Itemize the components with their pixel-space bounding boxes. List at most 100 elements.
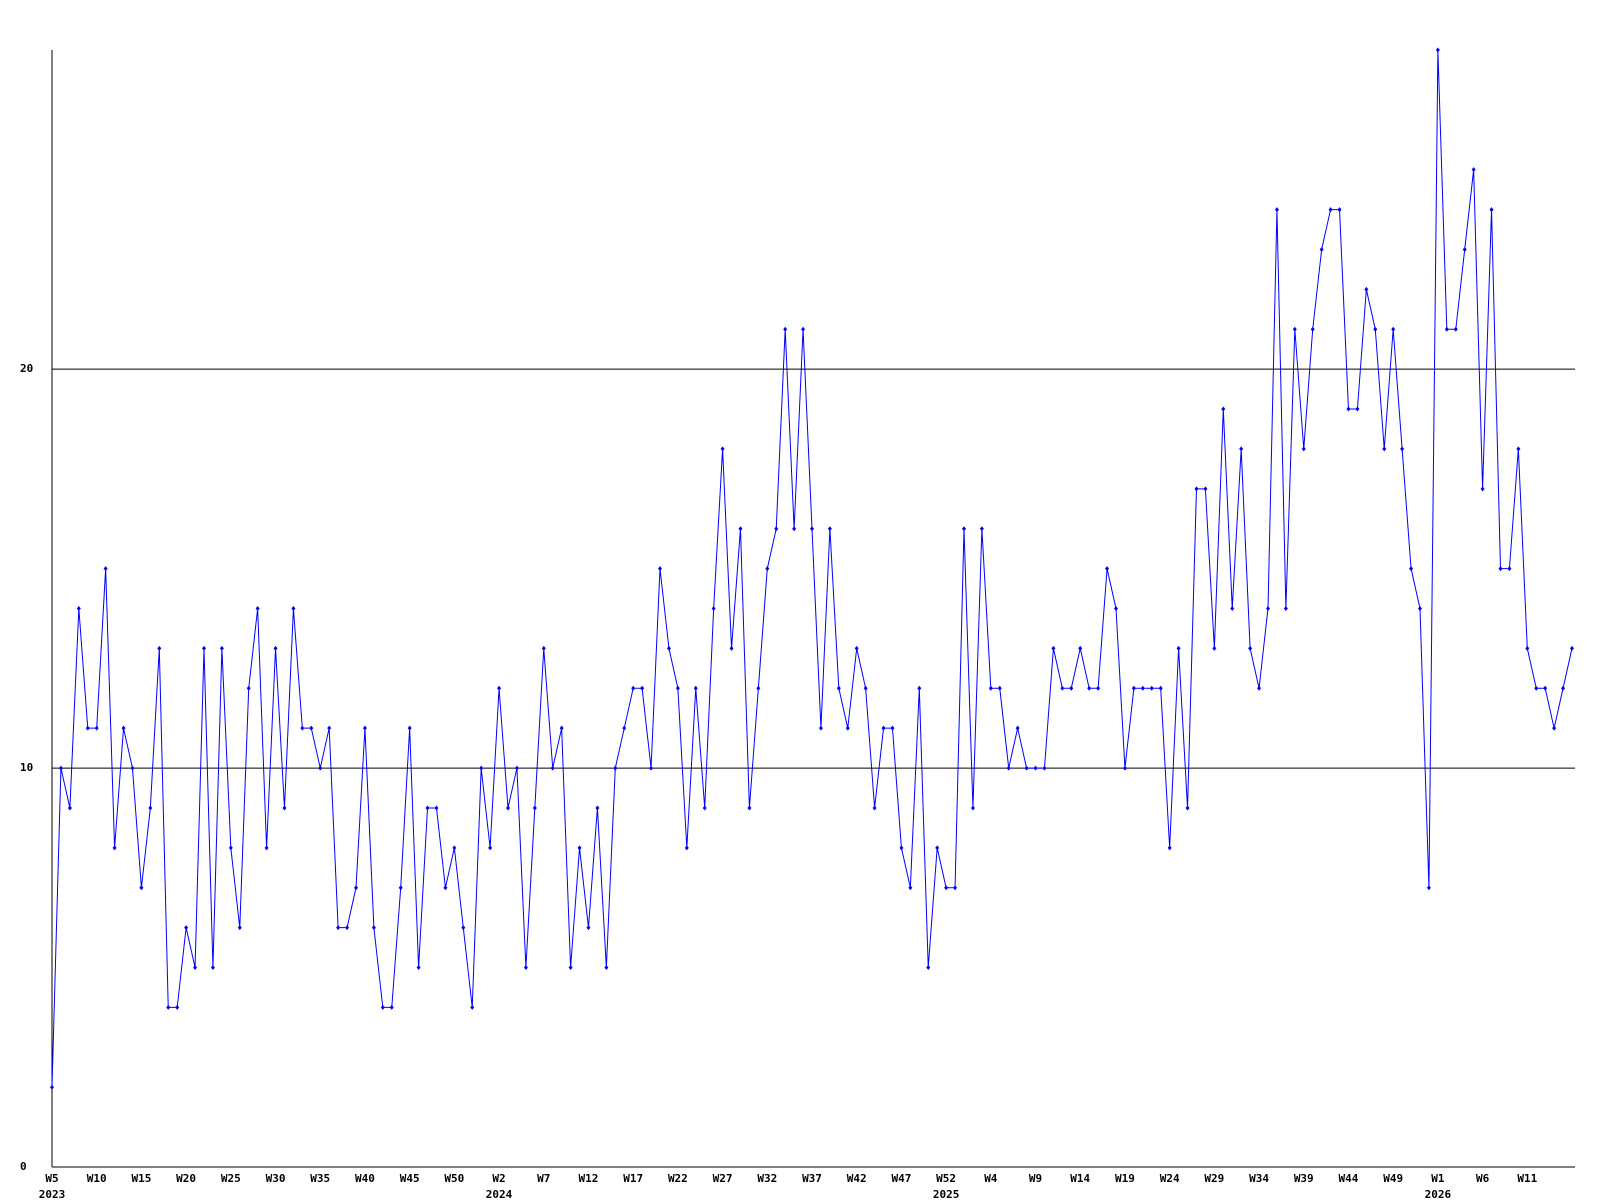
point-marker bbox=[318, 765, 323, 771]
point-marker bbox=[1060, 685, 1065, 691]
point-marker bbox=[1507, 566, 1512, 572]
x-tick-label: W15 bbox=[131, 1172, 151, 1185]
x-tick-label: W10 bbox=[87, 1172, 107, 1185]
series-line bbox=[51, 49, 1573, 1088]
point-marker bbox=[148, 805, 153, 811]
point-marker bbox=[1122, 765, 1127, 771]
point-marker bbox=[559, 725, 564, 731]
point-marker bbox=[121, 725, 126, 731]
x-tick-label: W30 bbox=[266, 1172, 286, 1185]
point-marker bbox=[202, 645, 206, 651]
point-marker bbox=[523, 965, 528, 971]
point-marker bbox=[94, 725, 99, 731]
point-marker bbox=[362, 725, 367, 731]
x-tick-label: W12 bbox=[579, 1172, 599, 1185]
point-marker bbox=[1078, 645, 1083, 651]
point-marker bbox=[345, 925, 350, 931]
x-tick-label: W22 bbox=[668, 1172, 688, 1185]
point-marker bbox=[1418, 606, 1422, 611]
point-marker bbox=[380, 1004, 385, 1010]
x-tick-label: W17 bbox=[623, 1172, 643, 1185]
point-marker bbox=[1221, 406, 1226, 412]
point-marker bbox=[684, 845, 689, 851]
point-marker bbox=[827, 526, 832, 532]
point-marker bbox=[640, 685, 645, 691]
point-marker bbox=[1266, 606, 1270, 611]
point-marker bbox=[729, 645, 734, 651]
point-marker bbox=[1543, 685, 1548, 691]
point-marker bbox=[398, 885, 403, 891]
point-marker bbox=[675, 685, 680, 691]
x-tick-label: W20 bbox=[176, 1172, 196, 1185]
point-marker bbox=[1561, 685, 1566, 691]
point-marker bbox=[291, 606, 296, 611]
x-tick-label: W50 bbox=[444, 1172, 464, 1185]
point-marker bbox=[58, 765, 63, 771]
x-tick-label: W19 bbox=[1115, 1172, 1135, 1185]
point-marker bbox=[1069, 685, 1074, 691]
point-marker bbox=[765, 566, 770, 572]
point-marker bbox=[854, 645, 859, 651]
point-marker bbox=[1400, 446, 1405, 452]
point-marker bbox=[103, 566, 108, 572]
point-marker bbox=[970, 805, 975, 811]
point-marker bbox=[1024, 765, 1029, 771]
x-tick-label: W29 bbox=[1204, 1172, 1224, 1185]
point-marker bbox=[944, 885, 949, 891]
point-marker bbox=[166, 1004, 171, 1010]
point-marker bbox=[1167, 845, 1172, 851]
point-marker bbox=[899, 845, 904, 851]
point-marker bbox=[67, 805, 72, 811]
point-marker bbox=[1426, 885, 1431, 891]
point-marker bbox=[112, 845, 117, 851]
point-marker bbox=[219, 645, 224, 651]
point-marker bbox=[693, 685, 698, 691]
point-marker bbox=[309, 725, 314, 731]
point-marker bbox=[935, 845, 940, 851]
point-marker bbox=[1131, 685, 1136, 691]
x-tick-label: W37 bbox=[802, 1172, 822, 1185]
point-marker bbox=[1096, 685, 1101, 691]
point-marker bbox=[488, 845, 493, 851]
point-marker bbox=[774, 526, 779, 532]
point-marker bbox=[255, 606, 260, 611]
point-marker bbox=[1051, 645, 1056, 651]
x-tick-label: W45 bbox=[400, 1172, 420, 1185]
point-marker bbox=[666, 645, 671, 651]
point-marker bbox=[1248, 645, 1253, 651]
point-marker bbox=[425, 805, 430, 811]
point-marker bbox=[926, 965, 931, 971]
point-marker bbox=[1292, 326, 1297, 332]
point-marker bbox=[157, 645, 162, 651]
x-tick-label: W49 bbox=[1383, 1172, 1403, 1185]
point-marker bbox=[595, 805, 600, 811]
point-marker bbox=[1149, 685, 1154, 691]
point-marker bbox=[1042, 765, 1047, 771]
point-marker bbox=[85, 725, 90, 731]
year-label: 2025 bbox=[933, 1188, 960, 1200]
point-marker bbox=[184, 925, 189, 931]
x-tick-label: W14 bbox=[1070, 1172, 1090, 1185]
point-marker bbox=[210, 965, 215, 971]
point-marker bbox=[1337, 207, 1342, 213]
point-marker bbox=[1212, 645, 1217, 651]
point-marker bbox=[586, 925, 591, 931]
point-marker bbox=[461, 925, 466, 931]
point-marker bbox=[658, 566, 662, 572]
point-marker bbox=[738, 526, 743, 532]
point-marker bbox=[649, 765, 654, 771]
point-marker bbox=[1114, 606, 1118, 611]
point-marker bbox=[962, 526, 966, 532]
point-marker bbox=[1158, 685, 1163, 691]
point-marker bbox=[541, 645, 546, 651]
point-marker bbox=[577, 845, 582, 851]
point-marker bbox=[1185, 805, 1190, 811]
point-marker bbox=[479, 765, 484, 771]
point-marker bbox=[622, 725, 627, 731]
point-marker bbox=[1033, 765, 1038, 771]
point-marker bbox=[452, 845, 457, 851]
point-marker bbox=[1489, 207, 1494, 213]
point-marker bbox=[282, 805, 287, 811]
point-marker bbox=[953, 885, 958, 891]
point-marker bbox=[783, 326, 788, 332]
